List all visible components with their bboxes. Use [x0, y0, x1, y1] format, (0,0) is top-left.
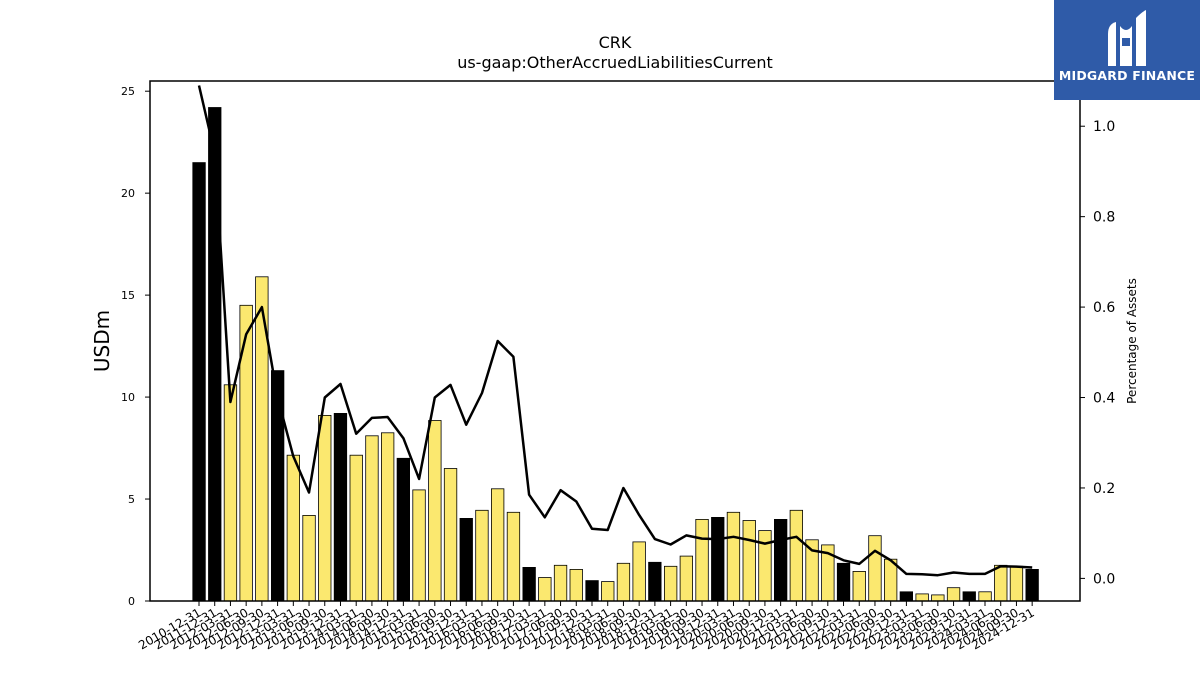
- y2-axis-label: Percentage of Assets: [1125, 278, 1139, 404]
- percentage-line: [197, 85, 1033, 577]
- y2-tick-label: 0.0: [1093, 571, 1115, 587]
- bar: [208, 107, 222, 602]
- bar: [475, 509, 489, 602]
- bar: [443, 468, 458, 602]
- y-axis-label: USDm: [90, 310, 114, 372]
- y-tick-label: 15: [121, 289, 135, 302]
- y-tick-label: 0: [128, 595, 135, 608]
- bar: [931, 594, 945, 602]
- bar: [349, 454, 363, 602]
- bar: [726, 511, 741, 602]
- bar: [1025, 569, 1039, 602]
- bar: [774, 519, 788, 602]
- bar: [585, 580, 599, 602]
- bar: [302, 515, 316, 602]
- bar: [286, 454, 301, 602]
- bar: [459, 518, 473, 602]
- chart-title: CRK: [599, 33, 632, 52]
- bar: [569, 569, 583, 602]
- bar: [978, 591, 992, 602]
- bar: [915, 593, 929, 602]
- bar-series: [192, 107, 1039, 602]
- y2-tick-label: 1.0: [1093, 119, 1115, 135]
- y-tick-label: 10: [121, 391, 135, 404]
- bar: [994, 564, 1008, 602]
- bar: [648, 561, 662, 602]
- bar: [946, 587, 961, 602]
- bar: [616, 562, 631, 602]
- y-tick-label: 25: [121, 85, 135, 98]
- bar: [380, 432, 395, 602]
- bar: [490, 488, 505, 602]
- bar: [962, 591, 976, 602]
- bar: [333, 412, 348, 602]
- bar: [522, 567, 536, 602]
- bar: [868, 535, 882, 602]
- line-series: [197, 85, 1033, 577]
- bar: [365, 435, 379, 602]
- bar: [396, 457, 411, 602]
- bar: [506, 511, 521, 602]
- logo-text: MIDGARD FINANCE: [1058, 68, 1196, 83]
- bar: [758, 530, 772, 602]
- bar: [553, 564, 568, 602]
- y2-tick-label: 0.8: [1093, 210, 1115, 226]
- y-axis-left: 0 5 10 15 20 25: [121, 85, 150, 608]
- y-tick-label: 20: [121, 187, 135, 200]
- bar: [695, 519, 709, 602]
- bar: [412, 489, 426, 602]
- bar: [632, 541, 646, 602]
- y-axis-right: 0.0 0.2 0.4 0.6 0.8 1.0: [1080, 119, 1115, 587]
- bar: [789, 509, 803, 602]
- y2-tick-label: 0.6: [1093, 300, 1115, 316]
- bar: [1009, 565, 1024, 602]
- bar: [742, 520, 756, 602]
- bar: [192, 162, 206, 602]
- bar: [318, 414, 332, 602]
- bar: [538, 577, 552, 602]
- bar: [223, 384, 238, 602]
- y2-tick-label: 0.2: [1093, 481, 1115, 497]
- bar: [428, 420, 442, 602]
- bar: [664, 565, 678, 602]
- y-tick-label: 5: [128, 493, 135, 506]
- bar: [836, 562, 851, 602]
- brand-logo: MIDGARD FINANCE: [1054, 0, 1200, 100]
- logo-mark-icon: [1108, 10, 1146, 66]
- y2-tick-label: 0.4: [1093, 391, 1115, 407]
- bar: [679, 555, 693, 602]
- chart-subtitle: us-gaap:OtherAccruedLiabilitiesCurrent: [457, 53, 773, 72]
- bar: [899, 591, 913, 602]
- bar: [270, 370, 285, 602]
- bar: [711, 517, 725, 602]
- bar: [852, 571, 866, 602]
- bar: [601, 581, 615, 602]
- x-axis: 2010-12-312011-12-312012-03-312012-06-30…: [136, 601, 1037, 652]
- plot-frame: [149, 80, 1081, 602]
